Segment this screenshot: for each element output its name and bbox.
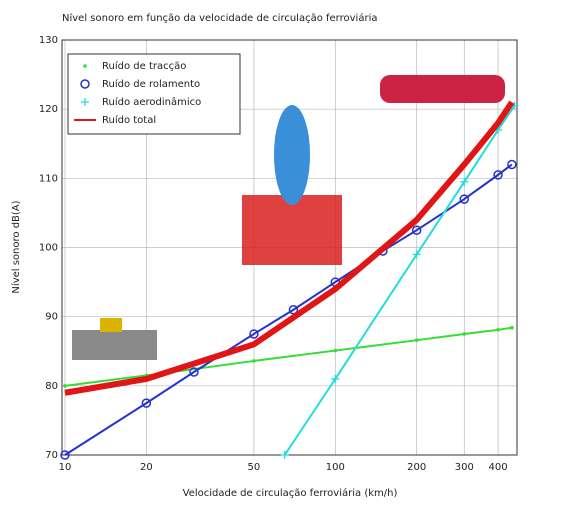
data-point xyxy=(508,161,516,169)
x-tick-label: 300 xyxy=(455,462,474,473)
y-tick-label: 100 xyxy=(39,243,58,254)
locomotive-icon xyxy=(72,330,157,360)
y-tick-label: 80 xyxy=(45,381,58,392)
wheel-icon xyxy=(274,105,310,205)
data-point xyxy=(462,332,466,336)
y-tick-label: 70 xyxy=(45,450,58,461)
x-tick-label: 20 xyxy=(140,462,153,473)
x-axis-label: Velocidade de circulação ferroviária (km… xyxy=(183,487,398,499)
y-tick-label: 120 xyxy=(39,104,58,115)
chart: Nível sonoro em função da velocidade de … xyxy=(0,0,561,503)
data-point xyxy=(496,328,500,332)
x-tick-label: 10 xyxy=(59,462,72,473)
data-point xyxy=(252,359,256,363)
x-tick-label: 200 xyxy=(407,462,426,473)
high-speed-train-icon xyxy=(380,75,505,103)
y-axis-label: Nível sonoro dB(A) xyxy=(10,200,22,293)
x-tick-label: 400 xyxy=(489,462,508,473)
chart-title: Nível sonoro em função da velocidade de … xyxy=(62,12,377,24)
x-tick-label: 50 xyxy=(248,462,261,473)
series-line xyxy=(285,106,515,455)
y-tick-label: 110 xyxy=(39,173,58,184)
data-point xyxy=(510,326,514,330)
legend-label: Ruído total xyxy=(102,114,156,126)
data-point xyxy=(63,384,67,388)
y-tick-label: 130 xyxy=(39,35,58,46)
x-tick-label: 100 xyxy=(326,462,345,473)
data-point xyxy=(334,349,338,353)
locomotive-cab xyxy=(100,318,122,332)
legend-label: Ruído de tracção xyxy=(102,60,186,72)
data-point xyxy=(415,338,419,342)
legend-label: Ruído aerodinâmico xyxy=(102,96,201,108)
y-tick-label: 90 xyxy=(45,312,58,323)
legend-label: Ruído de rolamento xyxy=(102,78,200,90)
legend-marker xyxy=(83,64,87,68)
wheel-rail-icon xyxy=(242,195,342,265)
